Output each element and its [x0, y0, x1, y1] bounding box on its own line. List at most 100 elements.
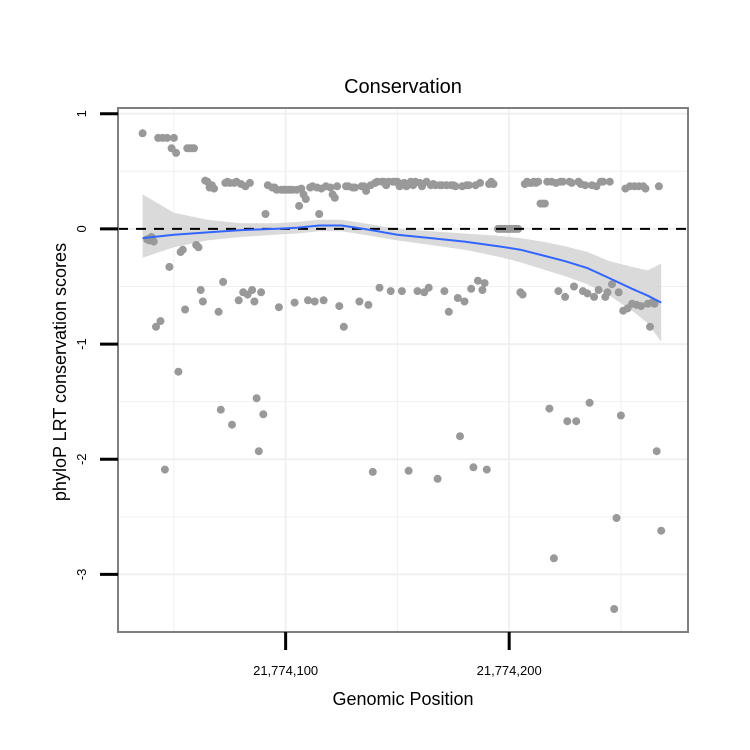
data-point	[540, 199, 549, 208]
data-point	[160, 465, 169, 474]
data-point	[482, 465, 491, 474]
data-point	[194, 243, 203, 252]
data-point	[473, 276, 482, 285]
data-point	[657, 526, 666, 535]
data-point	[652, 447, 661, 456]
data-point	[603, 288, 612, 297]
data-point	[174, 367, 183, 376]
data-point	[330, 193, 339, 202]
data-point	[261, 210, 270, 218]
data-point	[413, 287, 422, 296]
data-point	[590, 292, 599, 301]
data-point	[451, 182, 460, 191]
data-point	[637, 302, 646, 311]
data-point	[424, 283, 433, 292]
data-point	[572, 417, 581, 426]
data-point	[585, 398, 594, 407]
data-point	[583, 289, 592, 298]
x-tick-label: 21,774,200	[477, 663, 542, 678]
data-point	[250, 297, 259, 306]
data-point	[594, 286, 603, 294]
smooth-line	[142, 224, 662, 304]
data-point	[599, 177, 608, 186]
data-point	[149, 237, 158, 246]
data-point	[433, 474, 442, 483]
data-point	[561, 292, 570, 301]
data-point	[301, 195, 310, 203]
data-point	[368, 467, 377, 476]
data-point	[480, 279, 489, 288]
data-point	[181, 305, 190, 314]
y-axis-label: phyloP LRT conservation scores	[50, 243, 70, 501]
data-point	[219, 277, 228, 286]
data-point	[190, 144, 198, 153]
data-point	[641, 184, 650, 193]
data-point	[476, 178, 485, 187]
data-point	[319, 296, 328, 305]
data-point	[214, 307, 223, 316]
data-point	[364, 300, 373, 309]
data-point	[646, 322, 654, 331]
data-point	[274, 303, 283, 312]
data-point	[178, 245, 187, 254]
data-point	[310, 297, 319, 306]
data-point	[375, 283, 384, 292]
data-point	[333, 182, 342, 191]
data-point	[362, 186, 371, 195]
data-point	[570, 282, 578, 291]
data-point	[563, 417, 572, 426]
data-point	[453, 294, 462, 302]
y-tick-label: -1	[74, 338, 89, 350]
data-point	[467, 284, 476, 293]
data-point	[196, 286, 205, 294]
data-point	[397, 287, 406, 296]
data-point	[198, 297, 207, 306]
data-point	[210, 184, 219, 193]
data-point	[469, 463, 478, 472]
data-point	[654, 182, 663, 191]
data-point	[304, 296, 312, 305]
confidence-band	[142, 194, 662, 342]
data-point	[558, 177, 567, 186]
y-tick-label: -2	[74, 453, 89, 465]
data-point	[138, 129, 147, 138]
data-point	[248, 286, 257, 294]
data-point	[440, 287, 449, 296]
data-point	[326, 183, 335, 192]
data-point	[257, 288, 266, 297]
data-point	[650, 299, 659, 308]
data-point	[464, 181, 473, 190]
chart-title: Conservation	[344, 76, 462, 98]
data-point	[567, 178, 576, 187]
y-tick-label: 0	[74, 225, 89, 232]
data-point	[252, 394, 261, 403]
data-point	[545, 404, 554, 413]
data-point	[228, 420, 236, 429]
data-point	[335, 302, 344, 311]
data-point	[549, 554, 558, 563]
data-point	[165, 262, 174, 271]
data-point	[404, 466, 413, 475]
data-point	[339, 322, 348, 331]
data-point	[315, 210, 324, 218]
data-point	[386, 287, 395, 296]
data-point	[172, 148, 181, 157]
y-tick-label: -3	[74, 569, 89, 581]
data-point	[290, 298, 299, 307]
data-point	[259, 410, 268, 419]
data-point	[614, 288, 623, 297]
data-point	[444, 307, 453, 316]
data-point	[554, 287, 563, 296]
data-point	[489, 180, 498, 188]
data-point	[216, 405, 225, 414]
y-tick-label: 1	[74, 110, 89, 117]
data-point	[152, 322, 160, 331]
data-point	[156, 317, 165, 326]
data-point	[616, 411, 625, 420]
data-point	[169, 133, 178, 142]
data-point	[534, 177, 543, 186]
data-point	[245, 178, 254, 187]
data-point	[254, 447, 263, 456]
data-point	[460, 297, 469, 306]
